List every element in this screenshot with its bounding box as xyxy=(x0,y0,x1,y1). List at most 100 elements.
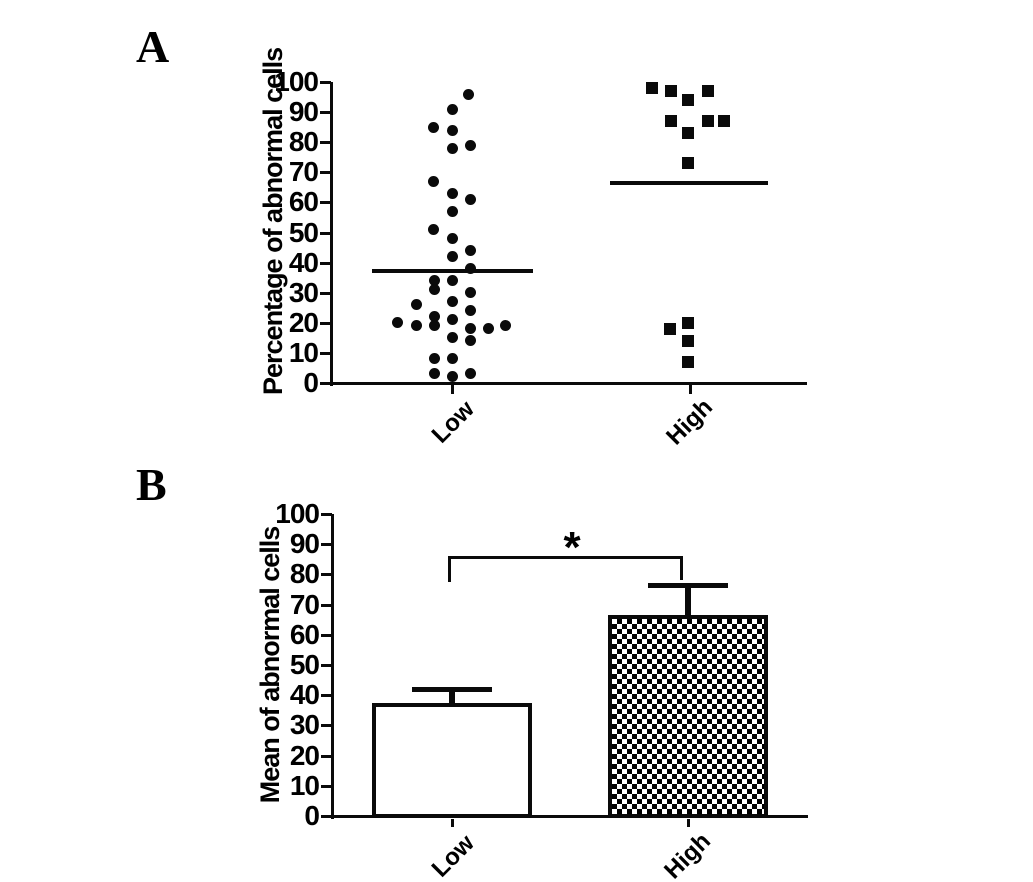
scatter-point-high xyxy=(665,115,677,128)
panel-a-x-tick xyxy=(451,385,454,394)
panel-b-y-tick xyxy=(321,603,332,607)
panel-a-y-tick-label: 80 xyxy=(288,126,319,158)
panel-a-y-tick-label: 20 xyxy=(288,306,319,338)
bar-high xyxy=(608,615,768,818)
panel-a-y-tick xyxy=(320,321,331,325)
error-bar-stem-high xyxy=(685,584,691,620)
scatter-point-high xyxy=(702,85,714,98)
scatter-point-low xyxy=(464,193,476,205)
panel-a-x-axis-line xyxy=(330,382,807,385)
scatter-point-low xyxy=(427,175,439,187)
panel-b-y-tick xyxy=(321,754,332,758)
panel-a-y-tick-label: 100 xyxy=(274,66,319,97)
panel-a-y-tick xyxy=(320,231,331,235)
scatter-point-low xyxy=(427,223,439,235)
panel-a-y-tick xyxy=(320,291,331,295)
scatter-point-high xyxy=(682,127,694,140)
bar-low xyxy=(372,703,532,818)
scatter-point-low xyxy=(428,320,440,332)
scatter-point-low xyxy=(410,299,422,311)
significance-bracket-left-drop xyxy=(448,556,451,582)
scatter-point-low xyxy=(446,251,458,263)
scatter-point-low xyxy=(464,287,476,299)
scatter-point-high xyxy=(682,316,694,329)
scatter-point-low xyxy=(464,305,476,317)
panel-a-category-label-high: High xyxy=(660,393,718,451)
panel-a-y-axis-line xyxy=(330,82,333,386)
scatter-point-low xyxy=(428,284,440,296)
panel-b-x-axis-line xyxy=(331,815,808,818)
panel-b-label: B xyxy=(136,459,167,510)
panel-a-y-tick-label: 10 xyxy=(288,336,319,368)
scatter-point-low xyxy=(428,275,440,287)
panel-b-y-axis-line xyxy=(331,514,334,819)
panel-b-y-tick xyxy=(321,815,332,818)
panel-a-y-tick xyxy=(320,261,331,265)
panel-a-y-tick-label: 40 xyxy=(288,246,319,278)
error-bar-cap-low xyxy=(412,687,492,693)
scatter-point-low xyxy=(446,103,458,115)
scatter-point-high xyxy=(682,157,694,170)
panel-a-y-tick xyxy=(320,382,331,385)
panel-b-y-tick-label: 60 xyxy=(289,618,320,650)
significance-asterisk: * xyxy=(563,523,581,572)
panel-a-y-tick xyxy=(320,351,331,355)
panel-b-y-tick-label: 50 xyxy=(289,649,320,680)
panel-b-y-tick xyxy=(321,694,332,698)
scatter-point-low xyxy=(446,332,458,344)
scatter-point-low xyxy=(446,314,458,326)
scatter-point-low xyxy=(464,139,476,151)
panel-b-y-tick-label: 30 xyxy=(289,709,320,741)
scatter-point-low xyxy=(410,320,422,332)
panel-a-y-tick-label: 0 xyxy=(303,367,319,398)
panel-b-y-tick xyxy=(321,543,332,547)
panel-a-y-tick-label: 70 xyxy=(288,156,319,188)
mean-line-low xyxy=(372,268,533,273)
significance-bracket-right-drop xyxy=(680,556,683,580)
scatter-point-high xyxy=(646,82,658,95)
scatter-point-high xyxy=(664,322,676,335)
panel-a-y-tick-label: 90 xyxy=(288,96,319,128)
scatter-point-low xyxy=(446,187,458,199)
significance-bracket-line xyxy=(448,556,683,559)
panel-b-category-label-high: High xyxy=(658,827,716,882)
panel-b-y-tick xyxy=(321,633,332,637)
scatter-point-low xyxy=(427,121,439,133)
panel-a-y-tick xyxy=(320,111,331,115)
scatter-point-low xyxy=(446,124,458,136)
panel-a-x-tick xyxy=(689,385,692,394)
scatter-point-low xyxy=(428,368,440,380)
scatter-point-low xyxy=(446,275,458,287)
scatter-point-low xyxy=(446,142,458,154)
panel-a-y-tick xyxy=(320,171,331,175)
scatter-point-low xyxy=(464,335,476,347)
panel-b-y-tick xyxy=(321,513,332,516)
panel-a-category-label-low: Low xyxy=(426,395,480,449)
panel-b-y-tick-label: 70 xyxy=(289,588,320,620)
panel-b-y-tick xyxy=(321,664,332,667)
scatter-point-low xyxy=(482,323,494,335)
scatter-point-high xyxy=(682,355,694,368)
panel-a-y-tick-label: 30 xyxy=(288,276,319,308)
scatter-point-low xyxy=(446,296,458,308)
scatter-point-high xyxy=(702,115,714,128)
panel-a-y-tick xyxy=(320,141,331,145)
panel-b-y-tick-label: 80 xyxy=(289,558,320,590)
scatter-point-low xyxy=(446,353,458,365)
panel-a-y-tick xyxy=(320,201,331,205)
scatter-point-low xyxy=(428,311,440,323)
panel-b-y-tick-label: 10 xyxy=(289,769,320,801)
panel-a-label: A xyxy=(136,21,170,72)
scatter-point-low xyxy=(428,353,440,365)
scatter-point-low xyxy=(464,368,476,380)
panel-b-y-tick-label: 20 xyxy=(289,739,320,771)
scatter-point-high xyxy=(718,115,730,128)
error-bar-stem-low xyxy=(449,689,455,708)
panel-b-x-tick xyxy=(687,819,690,827)
panel-a-y-tick-label: 60 xyxy=(288,186,319,218)
panel-b-y-tick xyxy=(321,573,332,577)
panel-a-y-tick xyxy=(320,81,331,84)
panel-b-y-tick xyxy=(321,724,332,728)
panel-b-y-tick-label: 0 xyxy=(304,800,320,831)
